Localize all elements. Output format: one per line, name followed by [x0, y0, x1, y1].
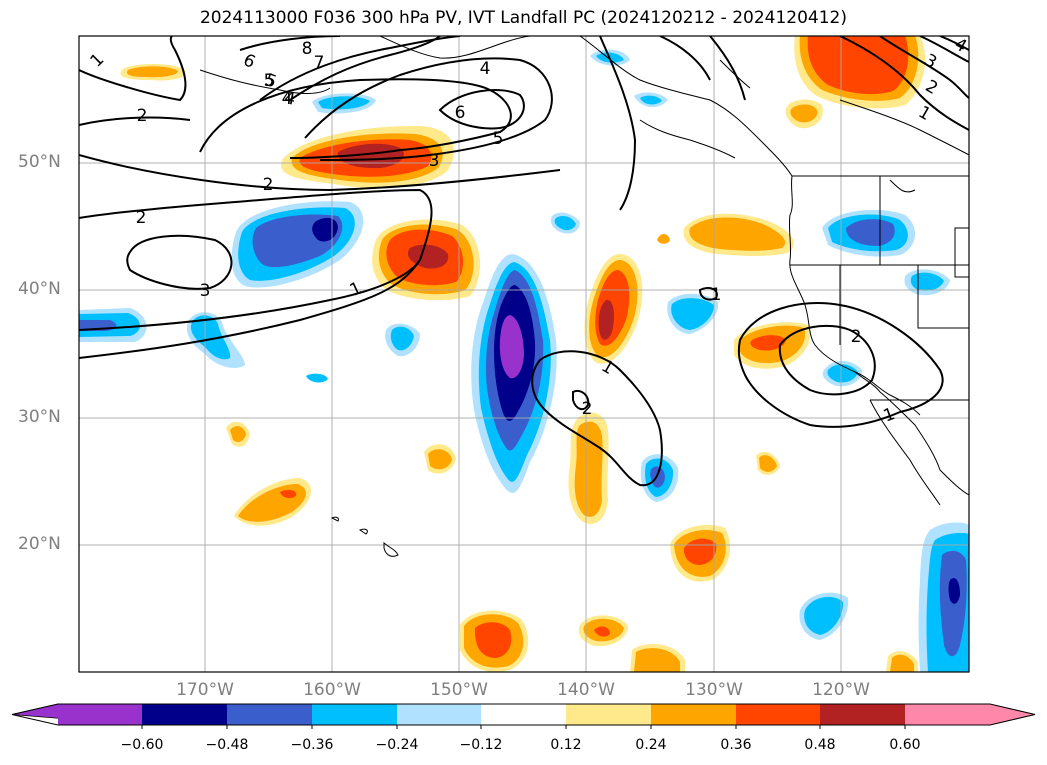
pv-anomaly-shading — [79, 36, 969, 672]
colorbar-bin — [820, 704, 905, 725]
colorbar-tick-label: −0.48 — [205, 737, 249, 753]
colorbar-tick-label: 0.48 — [804, 737, 836, 753]
lat-label-30n: 30°N — [18, 407, 61, 427]
contour-label: 2 — [136, 208, 147, 228]
colorbar-tick-label: 0.60 — [889, 737, 921, 753]
contour-label: 2 — [263, 175, 274, 195]
contour-label: 1 — [347, 278, 365, 301]
colorbar-bin — [397, 704, 481, 725]
colorbar-tick-label: −0.60 — [120, 737, 164, 753]
contour-label: 6 — [455, 103, 466, 123]
contour-label: 3 — [429, 151, 440, 171]
contour-label: 6 — [240, 50, 258, 73]
lon-label-130w: 130°W — [685, 680, 743, 700]
lat-label-40n: 40°N — [18, 279, 61, 299]
colorbar-bin — [566, 704, 651, 725]
contour-label: 3 — [200, 281, 211, 301]
colorbar-extend-high — [905, 704, 1035, 725]
contour-label: 5 — [264, 71, 275, 91]
contour-label: 1 — [711, 285, 722, 305]
lon-label-120w: 120°W — [812, 680, 870, 700]
lat-label-20n: 20°N — [18, 534, 61, 554]
colorbar-bin — [312, 704, 397, 725]
colorbar-tick-label: 0.12 — [550, 737, 582, 753]
colorbar-bin — [651, 704, 736, 725]
map-title: 2024113000 F036 300 hPa PV, IVT Landfall… — [199, 8, 847, 28]
map-frame — [78, 35, 970, 673]
colorbar-tick-label: 0.24 — [635, 737, 667, 753]
contour-label: 5 — [493, 129, 504, 149]
colorbar-bin — [736, 704, 820, 725]
contour-label: 4 — [480, 59, 491, 79]
contour-label: 1 — [87, 50, 109, 72]
lon-label-140w: 140°W — [557, 680, 615, 700]
contour-label: 8 — [302, 39, 313, 59]
contour-label: 2 — [922, 76, 941, 99]
colorbar-tick-label: −0.36 — [290, 737, 334, 753]
colorbar-tick-label: −0.24 — [375, 737, 419, 753]
lat-label-50n: 50°N — [18, 152, 61, 172]
contour-label: 4 — [283, 88, 297, 110]
contour-label: 2 — [582, 399, 593, 419]
lon-label-150w: 150°W — [430, 680, 488, 700]
colorbar-bin — [227, 704, 312, 725]
colorbar-bin — [142, 704, 227, 725]
ivt-contours — [79, 36, 969, 487]
colorbar-tick-label: 0.36 — [720, 737, 752, 753]
contour-label: 1 — [915, 102, 934, 125]
colorbar-tick-label: −0.12 — [459, 737, 503, 753]
lon-label-160w: 160°W — [303, 680, 361, 700]
contour-label: 2 — [851, 327, 862, 347]
contour-label: 7 — [314, 53, 325, 73]
colorbar-bin — [481, 704, 566, 725]
colorbar — [11, 703, 1036, 729]
lon-label-170w: 170°W — [176, 680, 234, 700]
contour-label: 2 — [137, 106, 148, 126]
contour-label: 4 — [282, 89, 293, 109]
